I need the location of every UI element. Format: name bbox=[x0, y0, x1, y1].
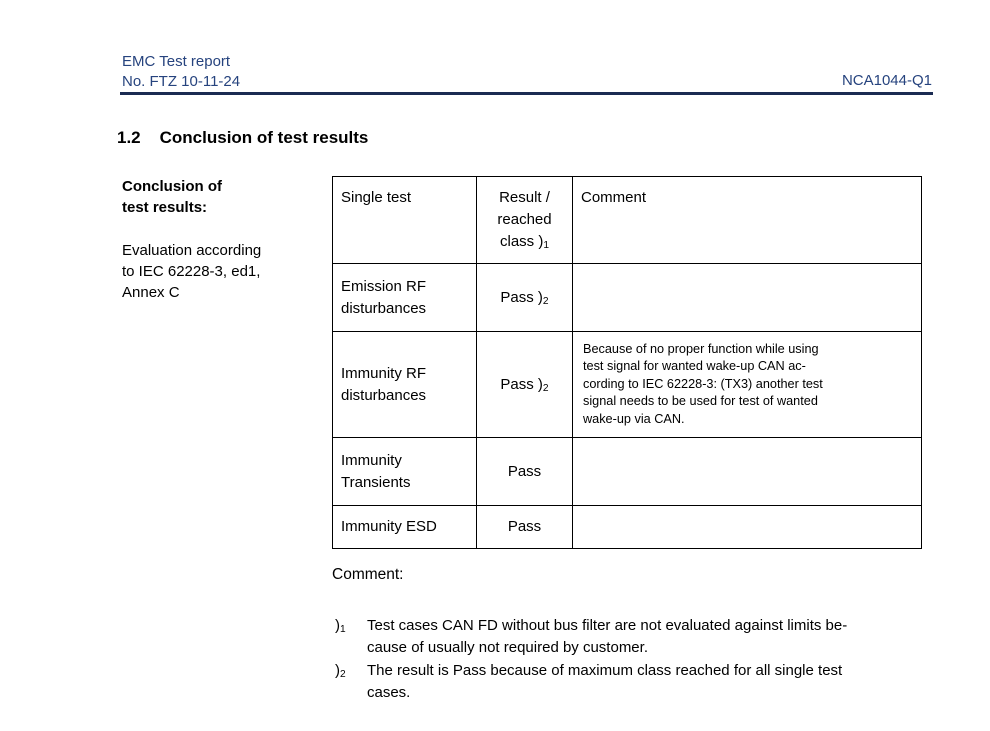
table-row: Immunity RF disturbances Pass )2 Because… bbox=[332, 331, 922, 438]
results-table: Single test Result / reached class )1 Co… bbox=[332, 176, 922, 549]
footnotes: )1 Test cases CAN FD without bus filter … bbox=[335, 615, 925, 705]
result-cell: Pass )2 bbox=[476, 263, 573, 332]
table-header-row: Single test Result / reached class )1 Co… bbox=[332, 176, 922, 264]
sidebar-note-line2: to IEC 62228-3, ed1, bbox=[122, 263, 261, 280]
result-cell: Pass bbox=[476, 437, 573, 506]
sidebar-note-line3: Annex C bbox=[122, 284, 180, 301]
comment-cell bbox=[572, 437, 922, 506]
footnote-1: )1 Test cases CAN FD without bus filter … bbox=[335, 615, 925, 658]
report-title: EMC Test report bbox=[122, 53, 231, 70]
report-number: No. FTZ 10-11-24 bbox=[122, 73, 241, 90]
section-heading: 1.2 Conclusion of test results bbox=[117, 128, 368, 148]
header-single-test: Single test bbox=[332, 176, 477, 264]
report-header: EMC Test report No. FTZ 10-11-24 bbox=[122, 52, 240, 92]
table-row: Emission RF disturbances Pass )2 bbox=[332, 263, 922, 332]
sidebar-label-line1: Conclusion of bbox=[122, 178, 222, 195]
header-result-line2: reached bbox=[497, 211, 552, 228]
footnote-2-text: The result is Pass because of maximum cl… bbox=[367, 662, 843, 701]
footnote-ref-1: 1 bbox=[543, 240, 549, 252]
footnote-ref-2: 2 bbox=[542, 382, 549, 394]
header-comment: Comment bbox=[572, 176, 922, 264]
test-name-cell: Immunity RF disturbances bbox=[332, 331, 477, 438]
footnote-1-text: Test cases CAN FD without bus filter are… bbox=[367, 617, 848, 656]
sidebar-label: Conclusion of test results: bbox=[122, 176, 327, 218]
header-result-class: Result / reached class )1 bbox=[476, 176, 573, 264]
test-name-cell: Immunity Transients bbox=[332, 437, 477, 506]
comment-cell bbox=[572, 505, 922, 549]
header-result-line1: Result / bbox=[499, 189, 550, 206]
comment-cell: Because of no proper function while usin… bbox=[572, 331, 922, 438]
header-rule bbox=[120, 92, 933, 95]
footnote-ref-2: 2 bbox=[542, 295, 549, 307]
comment-cell bbox=[572, 263, 922, 332]
footnote-2-marker: )2 bbox=[335, 662, 346, 681]
result-cell: Pass bbox=[476, 505, 573, 549]
comment-label: Comment: bbox=[332, 566, 404, 583]
sidebar-note-line1: Evaluation according bbox=[122, 242, 262, 259]
header-result-line3: class )1 bbox=[499, 233, 549, 252]
section-number: 1.2 bbox=[117, 128, 141, 147]
result-cell: Pass )2 bbox=[476, 331, 573, 438]
footnote-1-marker: )1 bbox=[335, 617, 346, 636]
footnote-2: )2 The result is Pass because of maximum… bbox=[335, 660, 925, 703]
doc-code: NCA1044-Q1 bbox=[841, 72, 932, 89]
test-name-cell: Immunity ESD bbox=[332, 505, 477, 549]
sidebar-evaluation-note: Evaluation according to IEC 62228-3, ed1… bbox=[122, 240, 327, 303]
table-row: Immunity ESD Pass bbox=[332, 505, 922, 549]
table-row: Immunity Transients Pass bbox=[332, 437, 922, 506]
section-title: Conclusion of test results bbox=[159, 128, 369, 147]
test-name-cell: Emission RF disturbances bbox=[332, 263, 477, 332]
sidebar-label-line2: test results: bbox=[122, 199, 208, 216]
sidebar: Conclusion of test results: Evaluation a… bbox=[122, 176, 327, 303]
